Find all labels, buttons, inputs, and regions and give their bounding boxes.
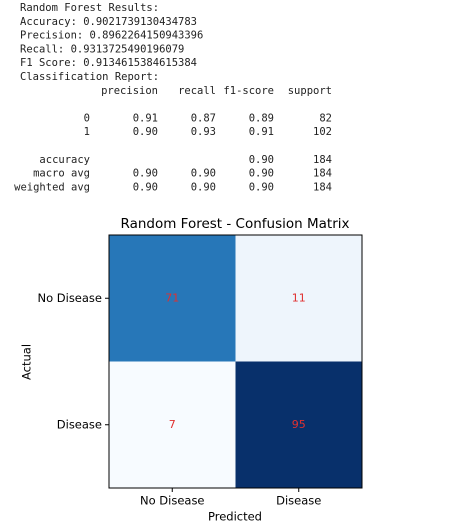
y-axis-label: Actual: [20, 344, 34, 380]
output-line: F1 Score: 0.9134615384615384: [20, 57, 197, 69]
report-row-label: macro avg: [33, 168, 90, 180]
report-header: recall: [178, 85, 216, 97]
y-tick-label: Disease: [57, 417, 102, 431]
report-row-label: accuracy: [39, 154, 90, 166]
plot-frame: [108, 234, 363, 489]
report-cell: 102: [313, 126, 332, 138]
output-line: Random Forest Results:: [20, 2, 159, 14]
output-line: Accuracy: 0.9021739130434783: [20, 16, 197, 28]
report-cell: 0.90: [133, 168, 158, 180]
report-cell: 0.90: [191, 181, 216, 193]
x-axis-label: Predicted: [208, 510, 262, 524]
heatmap-cell: [235, 235, 362, 362]
report-cell: 0.90: [133, 126, 158, 138]
report-cell: 0.90: [249, 168, 274, 180]
report-cell: 82: [319, 112, 332, 124]
chart-title: Random Forest - Confusion Matrix: [120, 216, 349, 232]
report-row-label: weighted avg: [14, 181, 90, 193]
report-cell: 0.91: [249, 126, 274, 138]
output-line: Recall: 0.9313725490196079: [20, 43, 184, 55]
report-row-label: 0: [84, 112, 90, 124]
y-tick-label: No Disease: [37, 291, 102, 305]
report-cell: 0.91: [133, 112, 158, 124]
heatmap-cell: [109, 235, 236, 362]
report-header: precision: [101, 85, 158, 97]
output-line: Classification Report:: [20, 71, 159, 83]
cell-annotation: 11: [292, 291, 306, 304]
cell-annotation: 7: [169, 418, 176, 431]
report-cell: 0.90: [191, 168, 216, 180]
heatmap-cell: [235, 361, 362, 488]
output-line: Precision: 0.8962264150943396: [20, 30, 203, 42]
cell-annotation: 71: [165, 291, 179, 304]
x-tick-label: No Disease: [140, 494, 205, 508]
heatmap-cell: [109, 361, 236, 488]
report-cell: 0.90: [249, 181, 274, 193]
report-cell: 0.89: [249, 112, 274, 124]
report-cell: 0.90: [249, 154, 274, 166]
report-cell: 184: [313, 168, 332, 180]
report-cell: 0.90: [133, 181, 158, 193]
report-cell: 0.93: [191, 126, 216, 138]
report-header: support: [288, 85, 332, 97]
report-header: f1-score: [223, 85, 274, 97]
x-tick-label: Disease: [276, 494, 321, 508]
report-cell: 0.87: [191, 112, 216, 124]
report-row-label: 1: [84, 126, 90, 138]
report-cell: 184: [313, 181, 332, 193]
cell-annotation: 95: [292, 418, 306, 431]
report-cell: 184: [313, 154, 332, 166]
